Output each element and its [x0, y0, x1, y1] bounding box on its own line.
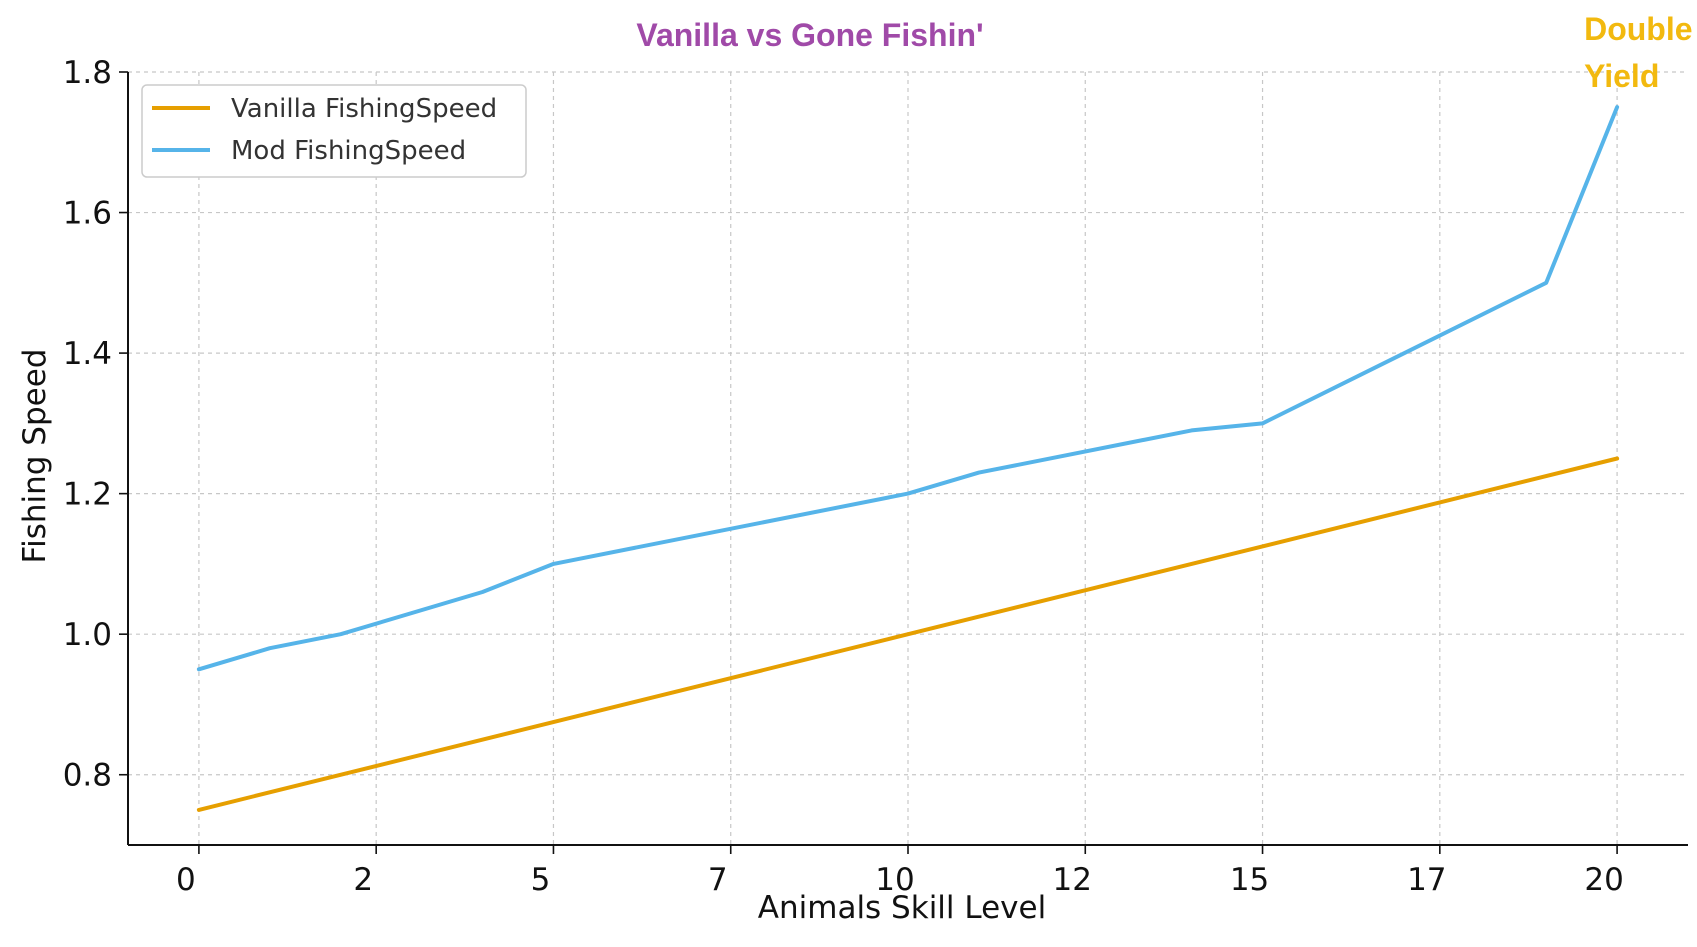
- x-axis-ticks: 0 2 5 7 10 12 15 17 20: [176, 845, 1624, 898]
- y-tick-label: 0.8: [63, 758, 112, 794]
- legend-label-vanilla: Vanilla FishingSpeed: [231, 94, 497, 124]
- series-lines: [196, 105, 1620, 812]
- x-tick-label: 12: [1053, 862, 1092, 898]
- series-line-mod: [196, 105, 1620, 672]
- grid: [128, 71, 1688, 845]
- y-axis-ticks: 0.8 1.0 1.2 1.4 1.6 1.8: [63, 55, 128, 794]
- x-tick-label: 2: [353, 862, 373, 898]
- x-tick-label: 5: [531, 862, 551, 898]
- annotation-text-line: Double: [1584, 11, 1692, 47]
- legend-frame: [141, 84, 527, 178]
- chart-title: Vanilla vs Gone Fishin': [636, 17, 983, 53]
- y-tick-label: 1.2: [63, 477, 112, 513]
- legend: Vanilla FishingSpeed Mod FishingSpeed: [141, 84, 527, 178]
- annotation-double-yield: Double Yield: [1584, 11, 1692, 94]
- x-tick-label: 20: [1584, 862, 1623, 898]
- y-tick-label: 1.0: [63, 617, 112, 653]
- x-tick-label: 10: [875, 862, 914, 898]
- x-tick-label: 7: [708, 862, 728, 898]
- y-tick-label: 1.8: [63, 55, 112, 91]
- legend-label-mod: Mod FishingSpeed: [231, 136, 466, 166]
- x-tick-label: 15: [1230, 862, 1269, 898]
- x-axis-title: Animals Skill Level: [758, 890, 1046, 926]
- y-axis-title: Fishing Speed: [17, 349, 53, 564]
- y-tick-label: 1.4: [63, 336, 112, 372]
- y-tick-label: 1.6: [63, 196, 112, 232]
- series-line-vanilla: [196, 456, 1620, 812]
- x-tick-label: 17: [1407, 862, 1446, 898]
- x-tick-label: 0: [176, 862, 196, 898]
- annotation-text-line: Yield: [1584, 58, 1659, 94]
